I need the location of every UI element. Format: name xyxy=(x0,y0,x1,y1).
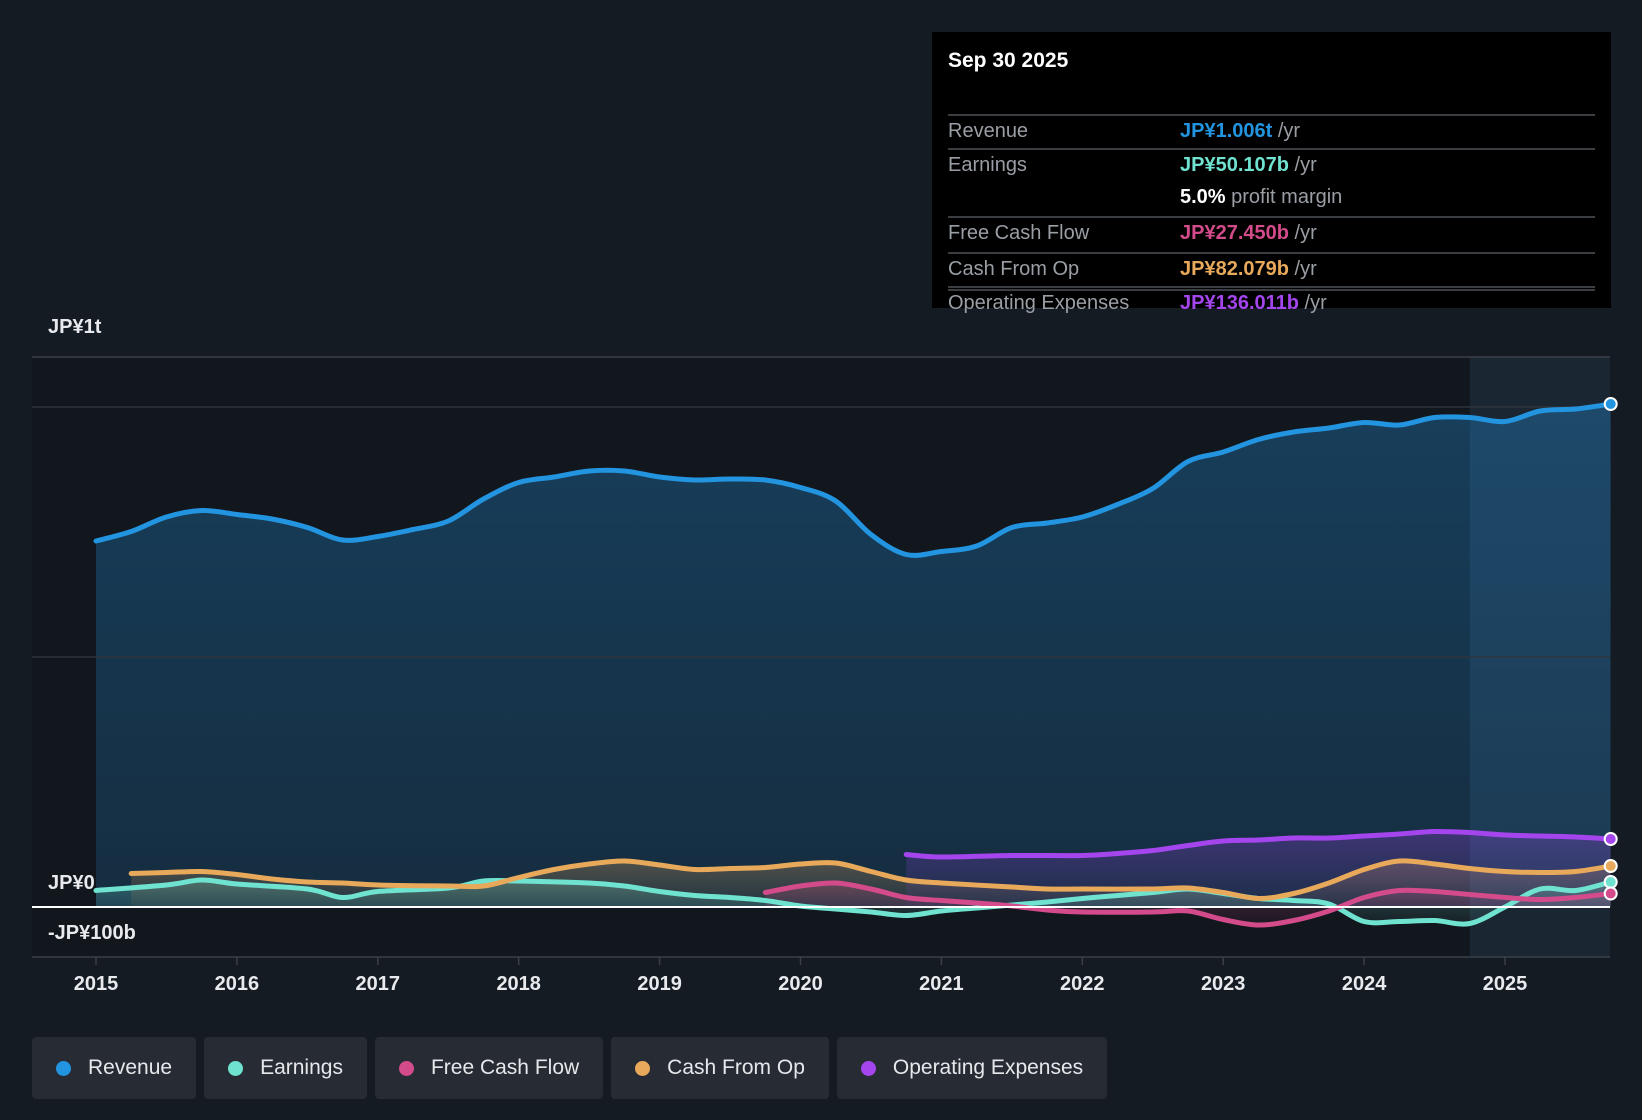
y-tick-label: JP¥0 xyxy=(48,872,95,894)
tooltip-date: Sep 30 2025 xyxy=(948,49,1069,72)
tooltip-row: Free Cash Flow JP¥27.450b /yr xyxy=(948,216,1595,252)
tooltip-row-value: JP¥27.450b /yr xyxy=(1180,222,1317,245)
legend-item-revenue[interactable]: Revenue xyxy=(32,1037,197,1099)
legend-dot-icon xyxy=(398,1060,414,1076)
earnings-line xyxy=(93,877,1614,927)
tooltip-value-unit: /yr xyxy=(1288,222,1317,244)
legend-dot-icon xyxy=(56,1060,71,1076)
legend-item-operating-expenses[interactable]: Operating Expenses xyxy=(836,1037,1108,1099)
tooltip-row-value: JP¥1.006t /yr xyxy=(1180,120,1300,143)
free-cash-flow-end-marker xyxy=(1603,886,1618,901)
tooltip-value-unit: /yr xyxy=(1272,120,1301,142)
legend-dot-icon xyxy=(228,1060,244,1076)
tooltip-value-unit: /yr xyxy=(1288,258,1317,280)
tooltip-value-unit: /yr xyxy=(1299,292,1327,314)
tooltip-value-number: JP¥136.011b xyxy=(1180,292,1299,314)
y-tick-label: -JP¥100b xyxy=(48,922,136,944)
legend-label: Cash From Op xyxy=(667,1056,805,1079)
tooltip-value-number: JP¥82.079b xyxy=(1180,258,1289,280)
operating-expenses-line xyxy=(903,828,1614,860)
tooltip-divider xyxy=(948,289,1595,291)
x-tick-label: 2020 xyxy=(778,973,823,995)
tooltip: Sep 30 2025 Revenue JP¥1.006t /yr Earnings… xyxy=(932,32,1611,314)
tooltip-row: Cash From Op JP¥82.079b /yr xyxy=(948,252,1595,288)
legend-item-free-cash-flow[interactable]: Free Cash Flow xyxy=(374,1037,604,1099)
x-tick-label: 2025 xyxy=(1483,973,1528,995)
legend-label: Operating Expenses xyxy=(892,1056,1084,1079)
tooltip-row-value: 5.0% profit margin xyxy=(1180,186,1342,209)
tooltip-value-number: JP¥27.450b xyxy=(1180,222,1289,244)
legend: Revenue Earnings Free Cash Flow Cash From O… xyxy=(32,1037,1108,1099)
tooltip-row: 5.0% profit margin xyxy=(948,182,1595,216)
tooltip-row: Operating Expenses JP¥136.011b /yr xyxy=(948,286,1595,322)
earnings-end-marker xyxy=(1603,875,1618,889)
x-tick-label: 2024 xyxy=(1342,973,1387,995)
tooltip-row: Revenue JP¥1.006t /yr xyxy=(948,114,1595,150)
tooltip-row-value: JP¥136.011b /yr xyxy=(1180,292,1327,315)
x-tick-label: 2017 xyxy=(356,973,401,995)
revenue-end-marker xyxy=(1603,397,1618,411)
x-tick-label: 2018 xyxy=(496,973,541,995)
tooltip-row-label: Operating Expenses xyxy=(948,292,1130,314)
legend-dot-icon xyxy=(635,1060,651,1076)
cash-from-op-end-marker xyxy=(1603,859,1618,873)
tooltip-value-number: JP¥50.107b xyxy=(1180,154,1289,176)
revenue-area xyxy=(96,404,1611,907)
tooltip-value-unit: profit margin xyxy=(1225,186,1343,208)
x-tick-label: 2022 xyxy=(1060,973,1105,995)
tooltip-row-value: JP¥82.079b /yr xyxy=(1180,258,1317,281)
legend-label: Revenue xyxy=(88,1056,173,1079)
legend-dot-icon xyxy=(860,1060,876,1076)
y-tick-label: JP¥1t xyxy=(48,316,102,338)
operating-expenses-end-marker xyxy=(1603,832,1618,846)
tooltip-value-unit: /yr xyxy=(1288,154,1317,176)
cash-from-op-line xyxy=(128,858,1614,902)
tooltip-row-value: JP¥50.107b /yr xyxy=(1180,154,1317,177)
x-tick-label: 2015 xyxy=(74,973,119,995)
cash-from-op-area xyxy=(131,860,1611,907)
legend-label: Earnings xyxy=(260,1056,343,1079)
tooltip-row-label: Cash From Op xyxy=(948,258,1080,280)
legend-label: Free Cash Flow xyxy=(430,1056,580,1079)
tooltip-value-number: 5.0% xyxy=(1180,186,1226,208)
tooltip-row-label: Free Cash Flow xyxy=(948,222,1090,244)
tooltip-value-number: JP¥1.006t xyxy=(1180,120,1273,142)
tooltip-row-label: Revenue xyxy=(948,120,1029,142)
legend-item-cash-from-op[interactable]: Cash From Op xyxy=(611,1037,829,1099)
free-cash-flow-line xyxy=(762,880,1614,928)
x-tick-label: 2021 xyxy=(919,973,964,995)
x-tick-label: 2019 xyxy=(637,973,682,995)
tooltip-row: Earnings JP¥50.107b /yr xyxy=(948,148,1595,184)
revenue-line xyxy=(93,401,1614,558)
x-tick-label: 2016 xyxy=(215,973,260,995)
x-tick-label: 2023 xyxy=(1201,973,1246,995)
tooltip-row-label: Earnings xyxy=(948,154,1027,176)
legend-item-earnings[interactable]: Earnings xyxy=(204,1037,367,1099)
